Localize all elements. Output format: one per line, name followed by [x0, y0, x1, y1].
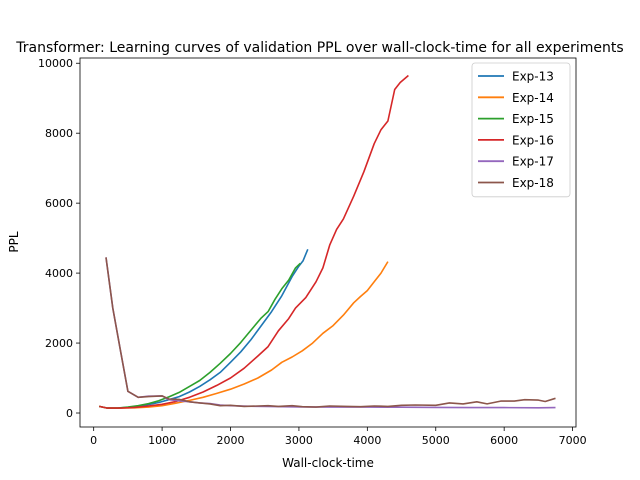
- chart-title: Transformer: Learning curves of validati…: [15, 40, 623, 56]
- y-tick-label: 6000: [45, 197, 73, 210]
- x-axis-label: Wall-clock-time: [282, 456, 374, 470]
- series-line-exp-14: [99, 261, 389, 409]
- legend-entry: Exp-15: [512, 112, 554, 126]
- series-line-exp-18: [105, 257, 556, 408]
- y-tick-label: 4000: [45, 267, 73, 280]
- y-tick-label: 10000: [38, 57, 73, 70]
- legend-entry: Exp-18: [512, 176, 554, 190]
- x-tick-label: 2000: [217, 434, 245, 447]
- series-line-exp-16: [99, 74, 409, 409]
- series-line-exp-13: [99, 248, 309, 409]
- legend-entry: Exp-16: [512, 133, 554, 147]
- y-tick-label: 8000: [45, 127, 73, 140]
- y-axis-ticks: 0 2000 4000 6000 8000 10000: [38, 57, 80, 420]
- x-tick-label: 1000: [148, 434, 176, 447]
- axes-frame: [79, 57, 577, 428]
- legend-entry: Exp-14: [512, 91, 554, 105]
- x-axis-ticks: 0 1000 2000 3000 4000 5000 6000 7000: [90, 427, 587, 447]
- y-axis-label: PPL: [7, 231, 21, 252]
- x-tick-label: 7000: [559, 434, 587, 447]
- series-line-exp-15: [99, 262, 301, 409]
- legend: Exp-13 Exp-14 Exp-15 Exp-16 Exp-17 Exp-18: [471, 62, 571, 198]
- x-tick-label: 5000: [422, 434, 450, 447]
- series-line-exp-17: [105, 257, 556, 409]
- x-tick-label: 6000: [490, 434, 518, 447]
- y-tick-label: 0: [66, 407, 73, 420]
- x-tick-label: 4000: [353, 434, 381, 447]
- x-tick-label: 3000: [285, 434, 313, 447]
- x-tick-label: 0: [90, 434, 97, 447]
- series-lines: [99, 74, 556, 409]
- legend-entry: Exp-17: [512, 155, 554, 169]
- legend-entry: Exp-13: [512, 70, 554, 84]
- y-tick-label: 2000: [45, 337, 73, 350]
